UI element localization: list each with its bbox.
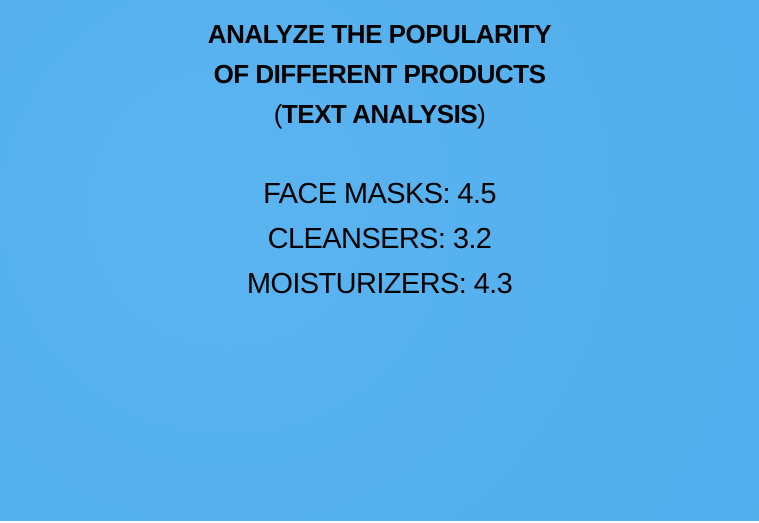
product-ratings-list: FACE MASKS: 4.5 CLEANSERS: 3.2 MOISTURIZ… xyxy=(0,172,759,307)
title-paren-open: ( xyxy=(273,99,283,129)
rating-cleansers: CLEANSERS: 3.2 xyxy=(267,223,492,255)
title-line-1: ANALYZE THE POPULARITY xyxy=(207,19,552,49)
title-line-3: (TEXT ANALYSIS) xyxy=(0,94,759,134)
title-paren-close: ) xyxy=(477,99,486,129)
slide-title: ANALYZE THE POPULARITY OF DIFFERENT PROD… xyxy=(0,14,759,134)
rating-moisturizers: MOISTURIZERS: 4.3 xyxy=(246,268,513,300)
rating-face-masks: FACE MASKS: 4.5 xyxy=(263,178,496,210)
title-line-2: OF DIFFERENT PRODUCTS xyxy=(213,59,546,89)
title-line-3-text: TEXT ANALYSIS xyxy=(281,99,478,129)
